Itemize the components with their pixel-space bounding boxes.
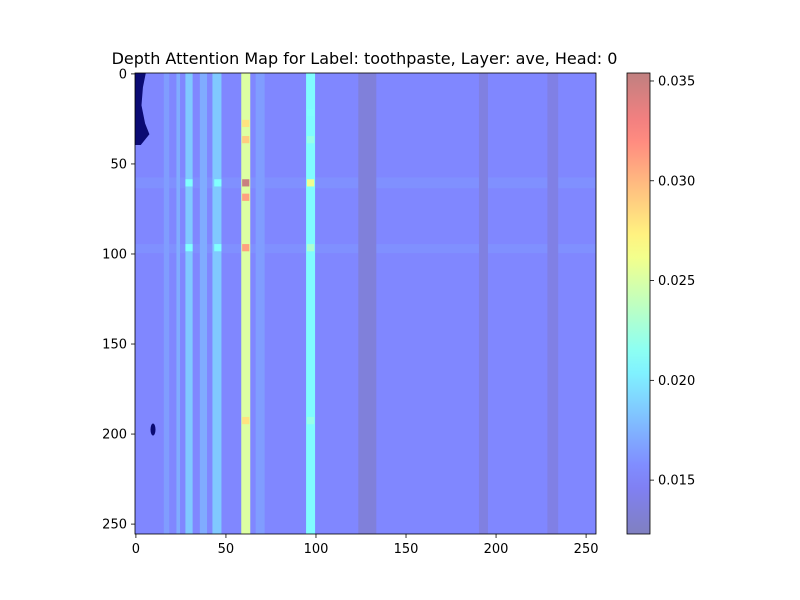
heatmap-dark-dot bbox=[150, 423, 156, 436]
heatmap-column bbox=[306, 73, 316, 534]
y-tick-label: 250 bbox=[102, 518, 127, 533]
heatmap-hotspot bbox=[185, 179, 193, 187]
colorbar-tick-label: 0.020 bbox=[658, 374, 695, 389]
x-axis: 0 50 100 150 200 250 bbox=[132, 534, 599, 557]
plot-frame bbox=[134, 72, 597, 535]
heatmap-hotspot bbox=[214, 179, 222, 187]
heatmap-hotspot bbox=[214, 244, 222, 252]
heatmap-column bbox=[212, 73, 222, 534]
colorbar-tick-label: 0.035 bbox=[658, 74, 695, 89]
heatmap-hotspot bbox=[242, 416, 250, 425]
colorbar-gradient bbox=[626, 72, 651, 535]
colorbar: 0.015 0.020 0.025 0.030 0.035 bbox=[626, 72, 695, 535]
heatmap-column bbox=[163, 73, 170, 534]
heatmap-hotspot bbox=[242, 119, 250, 128]
heatmap-hotspot bbox=[185, 244, 193, 252]
colorbar-tick-label: 0.015 bbox=[658, 474, 695, 489]
x-tick-label: 200 bbox=[484, 542, 509, 557]
colorbar-tick-label: 0.030 bbox=[658, 174, 695, 189]
y-tick-label: 50 bbox=[110, 157, 127, 172]
heatmap-hotspot bbox=[306, 179, 315, 187]
heatmap-hotspot bbox=[242, 244, 250, 252]
chart-title: Depth Attention Map for Label: toothpast… bbox=[112, 49, 618, 68]
heatmap-plot-area bbox=[134, 72, 597, 535]
heatmap-hotspot bbox=[242, 179, 250, 187]
x-tick-label: 250 bbox=[574, 542, 599, 557]
heatmap-column bbox=[176, 73, 181, 534]
heatmap-column bbox=[478, 73, 488, 534]
y-tick-label: 200 bbox=[102, 428, 127, 443]
heatmap-hotspot bbox=[242, 193, 250, 201]
heatmap-column bbox=[547, 73, 559, 534]
heatmap-column bbox=[199, 73, 208, 534]
heatmap-cells bbox=[135, 73, 596, 534]
y-tick-label: 0 bbox=[119, 67, 127, 82]
heatmap-dark-edge-region bbox=[135, 73, 150, 146]
heatmap-hotspot bbox=[306, 136, 315, 144]
heatmap-column bbox=[185, 73, 193, 534]
y-tick-label: 150 bbox=[102, 338, 127, 353]
x-tick-label: 150 bbox=[394, 542, 419, 557]
x-tick-label: 50 bbox=[218, 542, 235, 557]
heatmap-column bbox=[358, 73, 377, 534]
heatmap-hotspot bbox=[242, 136, 250, 144]
y-tick-label: 100 bbox=[102, 247, 127, 262]
heatmap-hotspot bbox=[306, 109, 315, 117]
y-axis: 0 50 100 150 200 250 bbox=[102, 67, 135, 533]
colorbar-tick-label: 0.025 bbox=[658, 274, 695, 289]
heatmap-column bbox=[255, 73, 265, 534]
heatmap-column bbox=[241, 73, 251, 534]
x-tick-label: 0 bbox=[132, 542, 140, 557]
x-tick-label: 100 bbox=[304, 542, 329, 557]
heatmap-hotspot bbox=[306, 244, 315, 252]
heatmap-hotspot bbox=[306, 416, 315, 425]
